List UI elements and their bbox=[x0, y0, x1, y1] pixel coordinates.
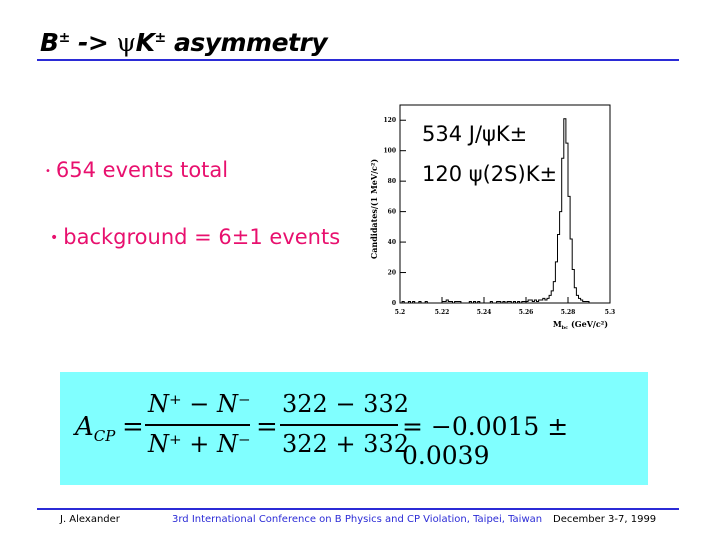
formula-den1: N⁺ + N⁻ bbox=[148, 430, 251, 458]
formula-eq1: = bbox=[122, 412, 144, 442]
x-axis-label: Mbc (GeV/c²) bbox=[553, 319, 608, 331]
title-b: B bbox=[40, 28, 59, 57]
x-tick-label: 5.22 bbox=[435, 309, 450, 316]
acp-formula-box: ACP = N⁺ − N⁻ N⁺ + N⁻ = 322 − 332 322 + … bbox=[60, 372, 648, 485]
bullet-background: • background = 6±1 events bbox=[50, 225, 340, 249]
fraction-bar-1 bbox=[145, 424, 250, 426]
title-psi: ψ bbox=[116, 28, 137, 57]
formula-a: A bbox=[75, 412, 94, 442]
x-tick-label: 5.3 bbox=[605, 309, 615, 316]
y-axis-label: Candidates/(1 MeV/c²) bbox=[369, 159, 379, 260]
mbc-histogram: 5.2 5.22 5.24 5.26 5.28 5.3 0 20 40 60 80 100 120 Mbc… bbox=[365, 100, 625, 335]
bullet-dot: • bbox=[45, 165, 51, 177]
y-tick-label: 60 bbox=[388, 209, 396, 216]
title-arrow: -> bbox=[69, 28, 117, 57]
bullet-text: 654 events total bbox=[55, 158, 229, 182]
annotation-jpsi-k: 534 J/ψK± bbox=[422, 122, 528, 146]
y-tick-label: 80 bbox=[388, 178, 396, 185]
formula-den2: 322 + 332 bbox=[282, 430, 409, 458]
bullet-events-total: • 654 events total bbox=[45, 158, 228, 182]
x-tick-label: 5.24 bbox=[477, 309, 492, 316]
y-tick-label: 0 bbox=[392, 300, 396, 307]
y-tick-label: 120 bbox=[383, 117, 396, 124]
annotation-psi2s-k: 120 ψ(2S)K± bbox=[422, 162, 558, 186]
histogram-svg: 5.2 5.22 5.24 5.26 5.28 5.3 0 20 40 60 80 100 120 Mbc… bbox=[369, 104, 615, 331]
footer-conference: 3rd International Conference on B Physic… bbox=[172, 514, 543, 525]
x-tick-label: 5.26 bbox=[519, 309, 534, 316]
title-rule bbox=[37, 59, 679, 61]
fraction-bar-2 bbox=[280, 424, 398, 426]
footer-author: J. Alexander bbox=[60, 514, 120, 525]
y-tick-label: 100 bbox=[383, 148, 396, 155]
bullet-text: background = 6±1 events bbox=[63, 225, 341, 249]
y-tick-label: 40 bbox=[388, 239, 396, 246]
histogram-series bbox=[400, 118, 610, 304]
slide-title: B± -> ψK± asymmetry bbox=[40, 28, 328, 57]
formula-num1: N⁺ − N⁻ bbox=[148, 390, 251, 418]
formula-lhs: ACP bbox=[75, 412, 115, 445]
bullet-dot: • bbox=[50, 230, 59, 246]
title-sup-pm2: ± bbox=[154, 30, 167, 46]
formula-cp: CP bbox=[93, 427, 116, 446]
x-tick-label: 5.28 bbox=[561, 309, 576, 316]
title-k: K bbox=[135, 28, 155, 57]
x-tick-label: 5.2 bbox=[395, 309, 405, 316]
footer-date: December 3-7, 1999 bbox=[553, 514, 657, 525]
title-asymmetry: asymmetry bbox=[165, 28, 328, 57]
title-sup-pm: ± bbox=[58, 30, 71, 46]
formula-result: = −0.0015 ± 0.0039 bbox=[402, 412, 569, 470]
formula-eq2: = bbox=[256, 412, 278, 442]
y-tick-label: 20 bbox=[388, 270, 396, 277]
footer-rule bbox=[37, 508, 679, 510]
formula-num2: 322 − 332 bbox=[282, 390, 409, 418]
